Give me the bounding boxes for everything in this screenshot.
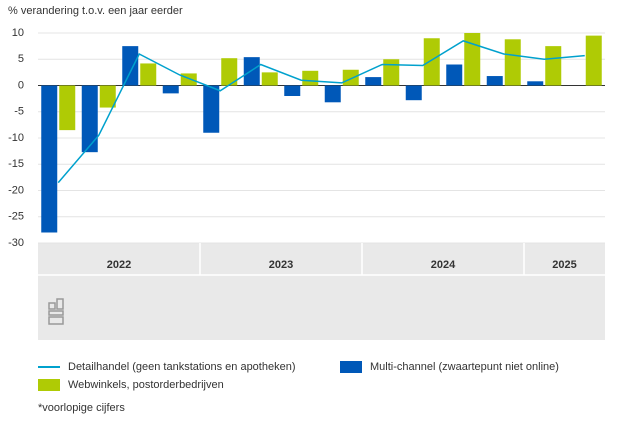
bar [243,57,260,86]
bar [405,85,422,101]
y-tick-label: 0 [18,79,24,91]
bar [504,39,521,86]
bar [41,85,58,233]
bar [221,58,238,86]
y-tick-label: -20 [8,184,24,196]
bar [140,63,157,86]
y-tick-label: -10 [8,132,24,144]
bar [383,59,400,86]
legend-label: Detailhandel (geen tankstations en apoth… [68,361,296,373]
line [57,40,585,184]
bar [423,38,440,86]
y-tick-label: 5 [18,53,24,65]
axis-band [38,243,605,340]
legend-label: Multi-channel (zwaartepunt niet online) [370,361,559,373]
y-tick-label: -5 [14,106,24,118]
bar [365,77,382,86]
bar [585,35,602,86]
y-tick-label: -30 [8,237,24,249]
bar [324,85,341,103]
footnote: *voorlopige cijfers [38,402,125,414]
y-axis-label: % verandering t.o.v. een jaar eerder [8,5,183,17]
bar [180,73,197,86]
legend-label: Webwinkels, postorderbedrijven [68,379,224,391]
bar [99,85,116,108]
bar [261,72,278,86]
y-tick-label: -25 [8,211,24,223]
bar [59,85,76,131]
x-group-label: 2024 [431,259,456,271]
legend-swatch [38,379,60,391]
bar [464,33,481,86]
bar [302,70,319,86]
bar [527,81,544,86]
bar [342,69,359,86]
y-tick-label: 10 [12,27,24,39]
bar [284,85,301,96]
bar [122,46,139,86]
bar [203,85,220,133]
logo [48,298,64,325]
bar [81,85,98,153]
bar [162,85,179,94]
x-group-label: 2023 [269,259,293,271]
bar [446,64,463,86]
y-tick-label: -15 [8,158,24,170]
x-group-label: 2025 [552,259,576,271]
bar [486,76,503,86]
bar [545,46,562,86]
legend-swatch [340,361,362,373]
x-group-label: 2022 [107,259,131,271]
